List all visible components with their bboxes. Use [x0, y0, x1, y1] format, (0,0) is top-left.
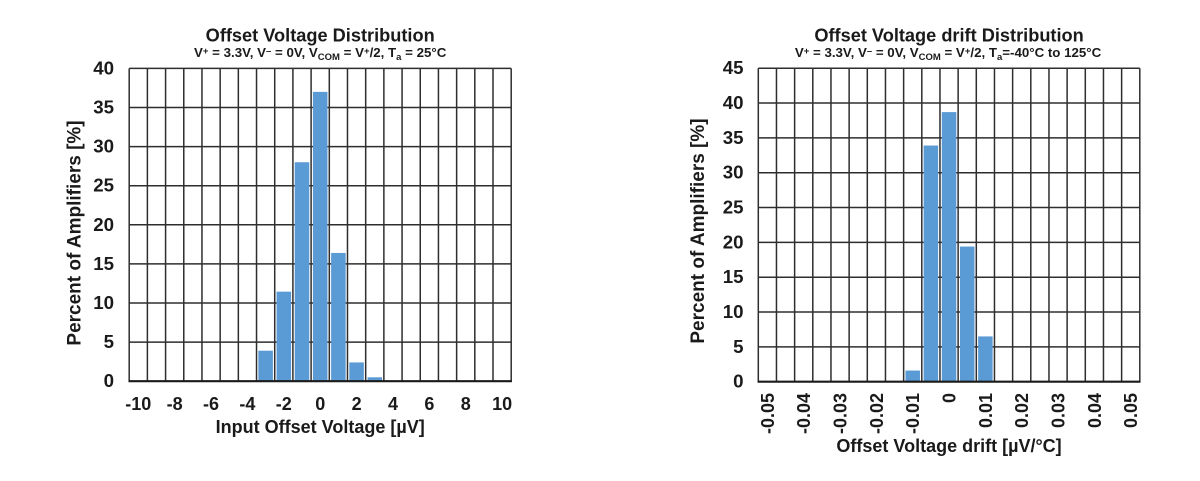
svg-text:-0.03: -0.03 — [831, 393, 851, 434]
svg-text:30: 30 — [93, 136, 114, 157]
svg-text:40: 40 — [723, 92, 744, 113]
svg-text:40: 40 — [93, 57, 114, 78]
svg-text:-0.02: -0.02 — [867, 393, 887, 434]
svg-text:0.03: 0.03 — [1049, 393, 1069, 428]
svg-text:5: 5 — [104, 331, 114, 352]
svg-text:0.04: 0.04 — [1085, 393, 1105, 428]
svg-text:6: 6 — [424, 394, 434, 414]
svg-text:0: 0 — [733, 371, 743, 392]
svg-text:35: 35 — [723, 127, 744, 148]
svg-text:Percent of Amplifiers [%]: Percent of Amplifiers [%] — [688, 118, 709, 343]
svg-text:-8: -8 — [167, 394, 183, 414]
svg-text:0.05: 0.05 — [1121, 393, 1141, 428]
svg-text:-0.05: -0.05 — [758, 393, 778, 434]
svg-text:10: 10 — [723, 301, 744, 322]
svg-text:20: 20 — [723, 231, 744, 252]
svg-text:20: 20 — [93, 214, 114, 235]
svg-text:0.02: 0.02 — [1012, 393, 1032, 428]
svg-text:8: 8 — [461, 394, 471, 414]
svg-text:45: 45 — [723, 57, 744, 78]
svg-text:25: 25 — [93, 175, 114, 196]
svg-text:Input Offset Voltage [µV]: Input Offset Voltage [µV] — [216, 417, 425, 437]
svg-text:10: 10 — [492, 394, 512, 414]
svg-text:V+ = 3.3V, V– = 0V, VCOM = V+/: V+ = 3.3V, V– = 0V, VCOM = V+/2, Ta=-40°… — [795, 45, 1102, 63]
svg-text:0.01: 0.01 — [976, 393, 996, 428]
svg-text:4: 4 — [388, 394, 398, 414]
svg-text:Percent of Amplifiers [%]: Percent of Amplifiers [%] — [65, 120, 86, 345]
svg-text:V+ = 3.3V, V– = 0V, VCOM = V+/: V+ = 3.3V, V– = 0V, VCOM = V+/2, Ta = 25… — [194, 45, 447, 63]
svg-text:-6: -6 — [203, 394, 219, 414]
svg-text:Offset Voltage drift [µV/°C]: Offset Voltage drift [µV/°C] — [836, 436, 1061, 456]
svg-text:Offset Voltage drift Distribut: Offset Voltage drift Distribution — [814, 25, 1083, 45]
svg-text:-0.04: -0.04 — [794, 393, 814, 434]
svg-text:30: 30 — [723, 162, 744, 183]
svg-text:5: 5 — [733, 336, 743, 357]
svg-text:35: 35 — [93, 97, 114, 118]
svg-text:0: 0 — [104, 370, 114, 391]
svg-text:25: 25 — [723, 197, 744, 218]
svg-text:-0.01: -0.01 — [903, 393, 923, 434]
svg-text:-4: -4 — [239, 394, 255, 414]
svg-text:-2: -2 — [276, 394, 292, 414]
svg-text:10: 10 — [93, 292, 114, 313]
svg-text:0: 0 — [940, 393, 960, 403]
svg-text:15: 15 — [723, 266, 744, 287]
svg-text:0: 0 — [315, 394, 325, 414]
svg-text:15: 15 — [93, 253, 114, 274]
svg-text:2: 2 — [352, 394, 362, 414]
svg-text:-10: -10 — [125, 394, 151, 414]
svg-text:Offset Voltage Distribution: Offset Voltage Distribution — [206, 25, 435, 45]
